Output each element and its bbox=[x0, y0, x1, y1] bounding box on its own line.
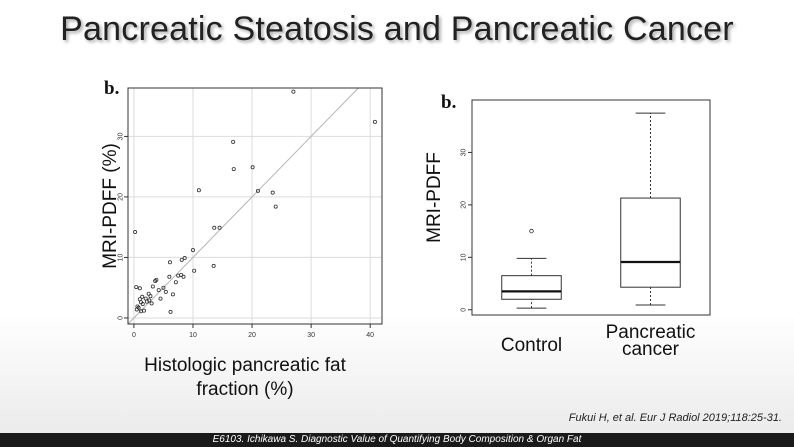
scatter-tick-label-x: 20 bbox=[248, 332, 256, 339]
scatter-point bbox=[270, 190, 275, 195]
scatter-points bbox=[133, 89, 377, 314]
scatter-point bbox=[163, 289, 168, 294]
scatter-tick-label-x: 40 bbox=[366, 332, 374, 339]
box-category-labels: Control Pancreatic cancer bbox=[501, 322, 696, 360]
scatter-chart: b. 0 10 20 30 40 0 10 20 30 MRI-PDFF (%) Histolo… bbox=[100, 78, 383, 400]
box-category-label: Control bbox=[501, 335, 562, 356]
scatter-point bbox=[255, 188, 260, 193]
scatter-point bbox=[167, 260, 172, 265]
box-panel-label: b. bbox=[441, 92, 456, 113]
box-chart: b. 0 10 20 30 MRI-PDFF Control Pancreatic can… bbox=[424, 92, 711, 360]
scatter-point bbox=[133, 230, 138, 235]
scatter-point bbox=[173, 280, 178, 285]
box-tick-label-y: 10 bbox=[461, 253, 468, 261]
scatter-panel-label: b. bbox=[104, 78, 119, 99]
box-ticks: 0 10 20 30 bbox=[461, 148, 472, 312]
scatter-ticks: 0 10 20 30 40 0 10 20 30 bbox=[118, 132, 375, 339]
identity-line bbox=[127, 87, 359, 325]
scatter-point bbox=[141, 308, 146, 313]
scatter-point bbox=[168, 309, 173, 314]
box-category-label-line: Pancreatic bbox=[606, 322, 696, 343]
scatter-point bbox=[136, 305, 141, 310]
scatter-grid bbox=[128, 88, 382, 324]
scatter-point bbox=[134, 285, 139, 290]
box-y-axis-label: MRI-PDFF bbox=[424, 152, 445, 243]
scatter-point bbox=[250, 165, 255, 170]
scatter-point bbox=[192, 268, 197, 273]
box-tick-label-y: 0 bbox=[461, 308, 468, 312]
box-category-label-line: Control bbox=[501, 335, 562, 356]
slide-title: Pancreatic Steatosis and Pancreatic Canc… bbox=[60, 10, 734, 48]
scatter-tick-label-x: 10 bbox=[189, 332, 197, 339]
scatter-point bbox=[217, 225, 222, 230]
scatter-point bbox=[231, 139, 236, 144]
scatter-point bbox=[182, 256, 187, 261]
scatter-point bbox=[149, 301, 154, 306]
box-plot-frame bbox=[471, 99, 711, 316]
scatter-point bbox=[147, 298, 152, 303]
scatter-point bbox=[154, 277, 159, 282]
scatter-point bbox=[140, 302, 145, 307]
scatter-plot-frame bbox=[127, 87, 383, 325]
scatter-point bbox=[150, 284, 155, 289]
footer-bar: E6103. Ichikawa S. Diagnostic Value of Q… bbox=[0, 433, 794, 447]
scatter-point bbox=[161, 285, 166, 290]
scatter-tick-label-x: 0 bbox=[132, 332, 136, 339]
box-iqr bbox=[501, 275, 562, 300]
scatter-point bbox=[291, 89, 296, 94]
citation: Fukui H, et al. Eur J Radiol 2019;118:25… bbox=[568, 412, 782, 424]
box-category-label-line: cancer bbox=[622, 339, 680, 360]
scatter-tick-label-x: 30 bbox=[307, 332, 315, 339]
box-tick-label-y: 30 bbox=[461, 148, 468, 156]
scatter-point bbox=[231, 167, 236, 172]
scatter-point bbox=[372, 119, 377, 124]
scatter-tick-label-y: 0 bbox=[118, 316, 125, 320]
scatter-tick-label-y: 20 bbox=[118, 193, 125, 201]
scatter-tick-label-y: 30 bbox=[118, 132, 125, 140]
scatter-point bbox=[158, 296, 163, 301]
box-iqr bbox=[620, 197, 681, 288]
scatter-point bbox=[190, 248, 195, 253]
scatter-point bbox=[196, 188, 201, 193]
scatter-point bbox=[212, 225, 217, 230]
box-outlier bbox=[529, 228, 534, 234]
box-series bbox=[501, 112, 681, 309]
scatter-point bbox=[137, 286, 142, 291]
scatter-point bbox=[148, 294, 153, 299]
scatter-x-axis-label-line2: fraction (%) bbox=[196, 379, 293, 400]
box-tick-label-y: 20 bbox=[461, 201, 468, 209]
scatter-point bbox=[140, 294, 145, 299]
scatter-point bbox=[170, 292, 175, 297]
scatter-tick-label-y: 10 bbox=[118, 253, 125, 261]
scatter-point bbox=[167, 274, 172, 279]
scatter-point bbox=[156, 288, 161, 293]
scatter-x-axis-label-line1: Histologic pancreatic fat bbox=[144, 355, 346, 376]
scatter-y-axis-label: MRI-PDFF (%) bbox=[100, 143, 121, 269]
scatter-point bbox=[179, 257, 184, 262]
scatter-point bbox=[211, 263, 216, 268]
scatter-point bbox=[181, 274, 186, 279]
scatter-point bbox=[273, 204, 278, 209]
box-category-label: Pancreatic cancer bbox=[606, 322, 696, 360]
